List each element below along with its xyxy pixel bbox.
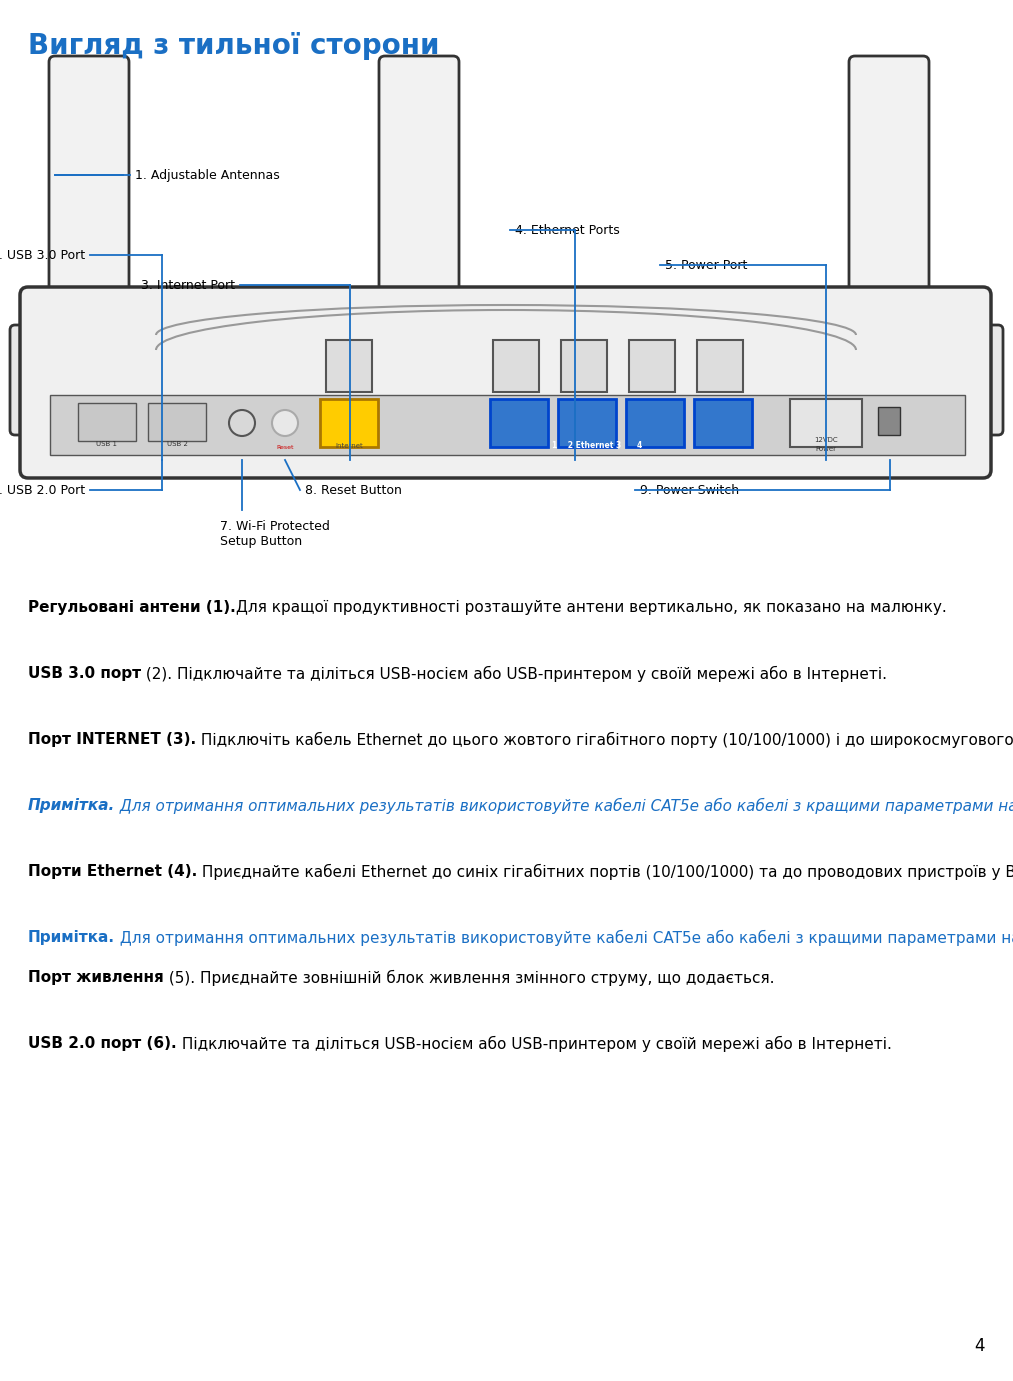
Text: 12VDC: 12VDC [814,436,838,443]
Text: 4. Ethernet Ports: 4. Ethernet Ports [515,224,620,236]
Text: Приєднайте кабелі Ethernet до синіх гігабітних портів (10/100/1000) та до провод: Приєднайте кабелі Ethernet до синіх гіга… [198,865,1013,880]
Bar [490,399,548,447]
Text: Power: Power [815,446,837,452]
Text: Для кращої продуктивності розташуйте антени вертикально, як показано на малюнку.: Для кращої продуктивності розташуйте ант… [236,599,946,615]
Text: Примітка.: Примітка. [28,929,115,945]
Bar [697,340,743,392]
FancyBboxPatch shape [20,287,991,478]
Bar [78,403,136,441]
Text: 3. Internet Port: 3. Internet Port [141,279,235,291]
Text: 6. USB 2.0 Port: 6. USB 2.0 Port [0,483,85,497]
FancyBboxPatch shape [10,325,75,435]
Text: Порт INTERNET (3).: Порт INTERNET (3). [28,732,197,747]
Text: Примітка.: Примітка. [28,798,115,813]
Text: Порти Ethernet (4).: Порти Ethernet (4). [28,865,198,878]
Text: (5). Приєднайте зовнішній блок живлення змінного струму, що додається.: (5). Приєднайте зовнішній блок живлення … [164,969,774,986]
Bar [50,395,965,454]
Circle shape [272,410,298,436]
Bar [790,399,862,447]
Text: 7. Wi-Fi Protected
Setup Button: 7. Wi-Fi Protected Setup Button [220,521,330,548]
Bar [694,399,752,447]
Bar [626,399,684,447]
Text: 9. Power Switch: 9. Power Switch [640,483,739,497]
Text: Регульовані антени (1).: Регульовані антени (1). [28,599,236,615]
Text: USB 1: USB 1 [96,441,118,447]
Bar [326,340,372,392]
Bar [561,340,607,392]
Text: 1. Adjustable Antennas: 1. Adjustable Antennas [135,168,280,181]
FancyBboxPatch shape [849,57,929,318]
Text: Порт живлення: Порт живлення [28,969,164,985]
FancyBboxPatch shape [379,57,459,318]
Bar [558,399,616,447]
Bar [493,340,539,392]
Text: (2). Підключайте та діліться USB-носієм або USB-принтером у своїй мережі або в І: (2). Підключайте та діліться USB-носієм … [141,666,887,682]
Text: Reset: Reset [277,445,294,450]
FancyBboxPatch shape [938,325,1003,435]
FancyBboxPatch shape [49,57,129,318]
Text: 5. Power Port: 5. Power Port [665,258,748,272]
Circle shape [229,410,255,436]
Text: Internet: Internet [335,443,363,449]
Bar [878,407,900,435]
Bar [629,340,675,392]
Text: Вигляд з тильної сторони: Вигляд з тильної сторони [28,32,440,59]
Text: Для отримання оптимальних результатів використовуйте кабелі CAT5e або кабелі з к: Для отримання оптимальних результатів ви… [115,798,1013,815]
Text: Підключіть кабель Ethernet до цього жовтого гігабітного порту (10/100/1000) і до: Підключіть кабель Ethernet до цього жовт… [197,732,1013,749]
Text: Підключайте та діліться USB-носієм або USB-принтером у своїй мережі або в Інтерн: Підключайте та діліться USB-носієм або U… [176,1036,891,1052]
Text: 2. USB 3.0 Port: 2. USB 3.0 Port [0,249,85,261]
Text: Для отримання оптимальних результатів використовуйте кабелі CAT5e або кабелі з к: Для отримання оптимальних результатів ви… [115,929,1013,946]
Text: USB 2: USB 2 [166,441,187,447]
Text: USB 3.0 порт: USB 3.0 порт [28,666,141,681]
Bar [148,403,206,441]
Bar [320,399,378,447]
Text: 1    2 Ethernet 3      4: 1 2 Ethernet 3 4 [552,441,642,450]
Text: 4: 4 [975,1337,985,1355]
Text: 8. Reset Button: 8. Reset Button [305,483,402,497]
Text: USB 2.0 порт (6).: USB 2.0 порт (6). [28,1036,176,1051]
